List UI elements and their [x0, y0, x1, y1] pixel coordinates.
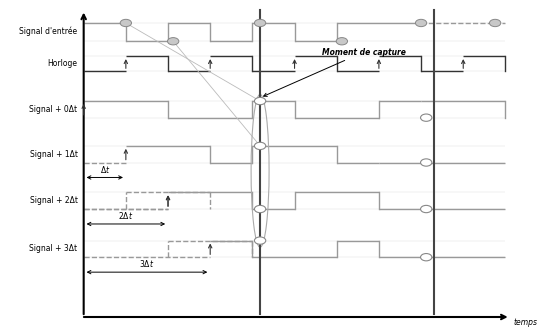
Circle shape [336, 38, 348, 45]
Circle shape [489, 19, 501, 27]
Circle shape [420, 159, 432, 166]
Text: Horloge: Horloge [47, 59, 78, 68]
Text: $3\Delta t$: $3\Delta t$ [139, 259, 155, 269]
Circle shape [120, 19, 132, 27]
Text: temps: temps [513, 318, 537, 327]
Circle shape [254, 19, 266, 27]
Circle shape [416, 19, 427, 27]
Circle shape [168, 38, 179, 45]
Text: Signal + 0Δt: Signal + 0Δt [30, 105, 78, 114]
Text: $2\Delta t$: $2\Delta t$ [118, 210, 134, 221]
Circle shape [420, 205, 432, 213]
Text: Signal d'entrée: Signal d'entrée [19, 26, 78, 36]
Text: $\Delta t$: $\Delta t$ [100, 164, 110, 175]
Text: Signal + 2Δt: Signal + 2Δt [30, 196, 78, 205]
Circle shape [420, 254, 432, 261]
Circle shape [254, 142, 266, 149]
Text: Signal + 3Δt: Signal + 3Δt [30, 245, 78, 253]
Text: Signal + 1Δt: Signal + 1Δt [30, 150, 78, 159]
Circle shape [254, 97, 266, 105]
Circle shape [254, 237, 266, 244]
Circle shape [254, 205, 266, 213]
Text: Moment de capture: Moment de capture [264, 48, 406, 96]
Circle shape [420, 114, 432, 121]
